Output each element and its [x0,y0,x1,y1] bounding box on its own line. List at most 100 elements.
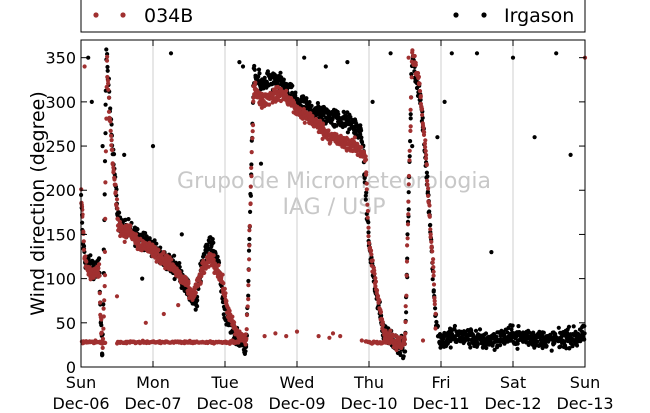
data-point [168,51,174,56]
data-point [81,244,87,249]
legend: 034B Irgason [80,0,586,33]
data-point [388,328,393,333]
data-point [283,92,289,97]
data-point [423,148,428,154]
data-point [431,273,436,278]
data-point [220,272,225,277]
data-point [247,243,252,248]
data-point [269,82,274,87]
data-point [115,206,120,211]
data-point [227,308,232,313]
data-point [256,74,261,79]
data-point [84,259,89,264]
data-point [422,130,427,135]
watermark-line: IAG / USP [283,195,386,220]
data-point [108,119,113,124]
data-point [110,147,115,152]
data-point [426,193,431,198]
data-point [423,156,429,161]
data-point [249,150,254,155]
data-point [477,327,483,332]
data-point [365,208,370,214]
data-point [352,135,357,140]
data-point [248,209,253,214]
data-point [359,140,365,145]
data-point [113,182,118,187]
data-point [423,138,428,143]
data-point [103,149,108,154]
data-point [246,278,251,284]
data-point [102,192,107,197]
data-point [433,306,438,311]
data-point [430,277,435,282]
data-point [433,311,438,316]
data-point [408,95,414,100]
data-point [408,128,413,133]
data-point [252,63,257,69]
legend-label: 034B [144,5,193,27]
watermark-line: Grupo de Micrometeorologia [177,169,491,194]
data-point [406,55,411,60]
data-point [247,236,252,242]
data-point [408,107,413,112]
data-point [474,51,480,56]
data-point [422,141,427,146]
data-point [81,247,87,252]
data-point [135,227,140,232]
legend-box [80,0,586,33]
data-point [532,135,537,140]
data-point [375,293,381,299]
x-tick-date: Dec-09 [268,394,325,409]
data-point [102,284,107,289]
legend-marker [93,12,99,18]
x-tick-day: Tue [210,373,238,392]
data-point [253,80,258,85]
data-point [432,302,437,307]
data-point [143,320,148,325]
data-point [427,223,433,228]
data-point [372,271,377,276]
data-point [111,168,116,173]
data-point [100,336,106,341]
data-point [341,109,346,114]
data-point [489,250,494,255]
data-point [425,189,430,194]
data-point [370,99,375,104]
data-point [356,135,361,140]
data-point [247,223,252,229]
data-point [359,135,364,140]
x-tick-day: Sat [500,373,526,392]
x-tick-day: Mon [136,373,170,392]
data-point [293,90,298,95]
data-point [100,352,105,357]
data-point [434,319,439,325]
y-tick-label: 250 [45,137,76,156]
data-point [210,237,215,242]
data-point [326,128,331,133]
data-point [365,215,370,220]
data-point [80,212,85,217]
data-point [348,115,353,120]
data-point [244,327,249,332]
data-point [267,102,272,107]
data-point [83,254,88,259]
legend-marker [453,12,459,18]
data-point [359,338,364,343]
data-point [101,314,106,319]
data-point [370,258,375,263]
data-point [344,114,349,119]
data-point [556,325,561,330]
data-point [558,344,563,349]
data-point [243,332,248,337]
data-point [509,327,514,332]
data-point [359,145,364,150]
data-point [364,190,369,195]
data-point [380,323,385,328]
data-point [398,352,403,358]
data-point [262,334,267,339]
plot-frame [80,39,586,368]
data-point [431,289,436,294]
data-point [250,136,255,141]
data-point [408,112,413,117]
